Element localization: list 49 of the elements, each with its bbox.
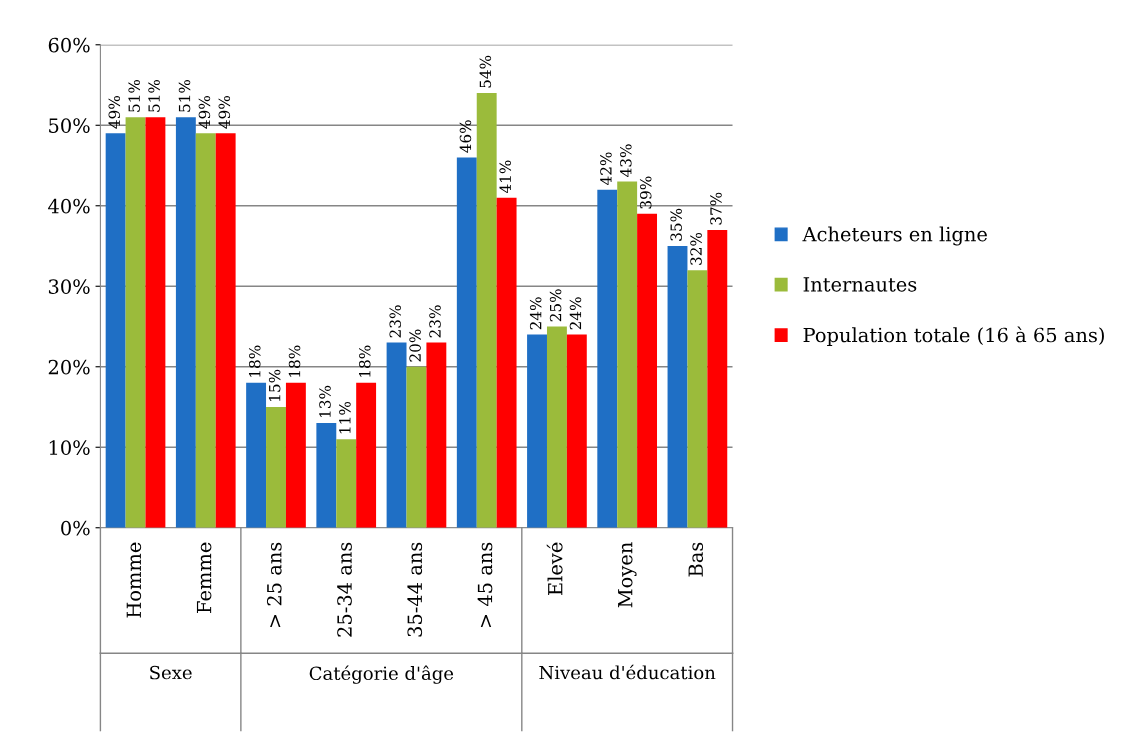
data-label: 32% (690, 232, 702, 265)
data-label: 18% (248, 345, 261, 377)
data-label: 41% (499, 160, 512, 194)
data-label: 37% (710, 192, 722, 225)
data-label: 15% (268, 369, 281, 401)
x-tick-label: Elevé (546, 542, 563, 595)
y-tick-label: 60% (48, 37, 90, 53)
x-tick-label: > 45 ans (477, 542, 493, 628)
y-tick-label: 50% (49, 118, 90, 133)
data-label: 18% (359, 345, 371, 377)
data-label: 23% (429, 305, 441, 338)
x-tick-label: > 25 ans (266, 542, 282, 628)
text: Catégorie d'âge (309, 665, 454, 684)
y-tick-label: 30% (48, 279, 90, 294)
y-tick-label: 10% (49, 440, 90, 455)
data-label: 39% (639, 176, 652, 209)
data-label: 49% (108, 96, 121, 129)
y-tick-label: 0% (61, 520, 90, 536)
data-label: 51% (128, 79, 140, 112)
text: Niveau d'éducation (539, 664, 716, 680)
data-label: 43% (620, 144, 632, 177)
legend-label: Internautes (803, 277, 917, 292)
legend-label: Acheteurs en ligne (802, 226, 987, 246)
y-tick-label: 40% (48, 198, 90, 214)
data-label: 42% (600, 152, 612, 186)
x-tick-label: Moyen (618, 542, 637, 608)
data-label: 20% (409, 329, 421, 362)
y-tick-label: 20% (48, 359, 90, 375)
legend-label: Population totale (16 à 65 ans) (803, 326, 1104, 347)
data-label: 24% (529, 297, 542, 330)
data-label: 13% (319, 385, 331, 418)
data-label: 35% (670, 208, 682, 241)
text: Sexe (150, 665, 192, 680)
x-tick-label: Femme (196, 542, 212, 613)
data-label: 11% (339, 401, 351, 434)
data-label: 18% (288, 345, 301, 377)
data-label: 46% (459, 120, 472, 153)
data-label: 23% (389, 305, 401, 338)
data-label: 51% (178, 79, 191, 112)
data-label: 54% (479, 55, 492, 88)
data-label: 24% (569, 297, 582, 330)
data-label: 49% (218, 96, 231, 129)
x-tick-label: 25-34 ans (337, 542, 352, 637)
data-label: 51% (148, 79, 160, 112)
data-label: 25% (549, 289, 562, 322)
x-tick-label: Bas (688, 542, 704, 577)
data-label: 49% (198, 96, 211, 129)
x-tick-label: Homme (126, 542, 142, 618)
x-tick-label: 35-44 ans (407, 542, 423, 637)
